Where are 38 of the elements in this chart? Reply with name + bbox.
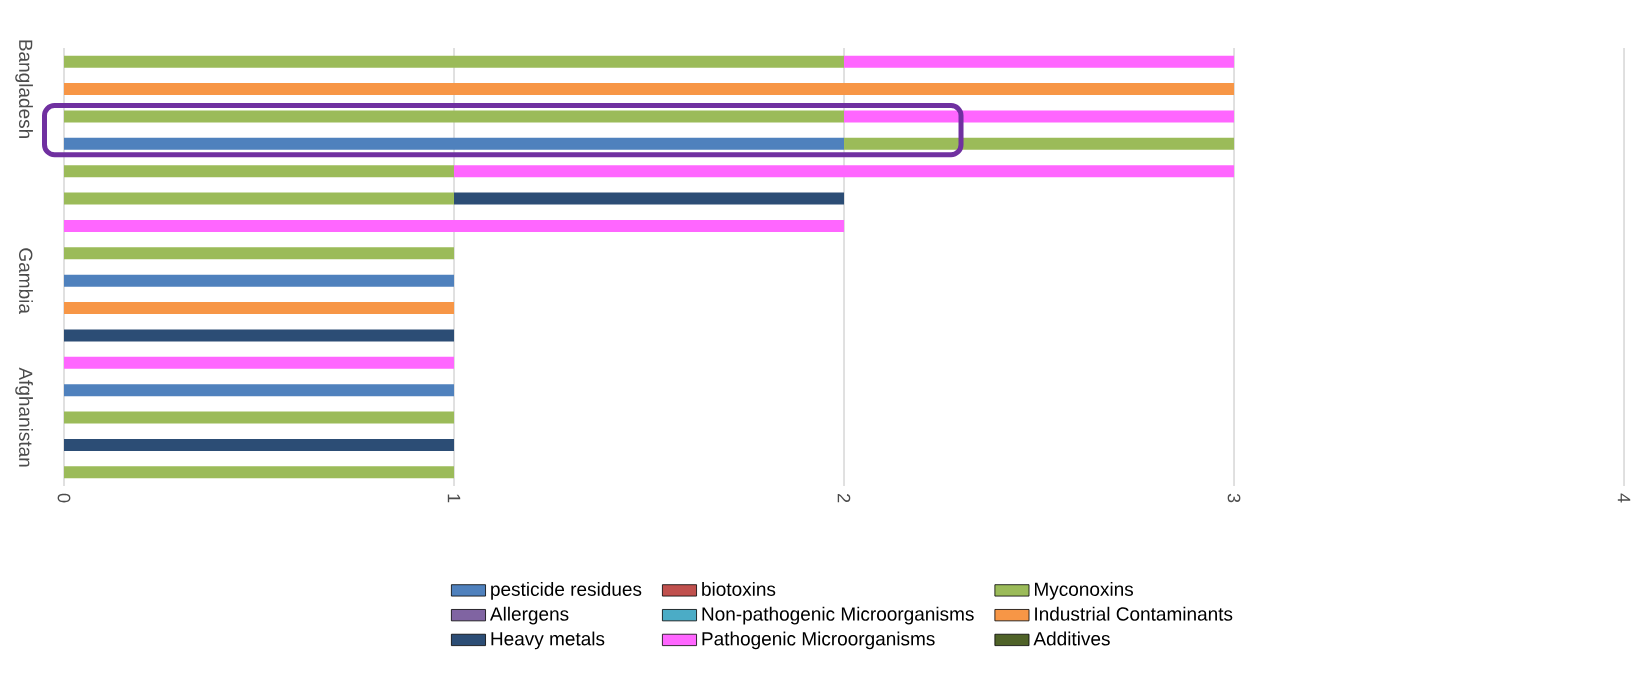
bar — [844, 110, 1235, 123]
x-tick-label: 4 — [1617, 493, 1631, 503]
bar — [64, 438, 455, 451]
bar — [64, 247, 455, 260]
bar — [454, 192, 845, 205]
bar — [454, 165, 1235, 178]
legend-label: Myconoxins — [1034, 582, 1134, 600]
y-tick-label: Bangladesh — [15, 40, 33, 138]
bar — [64, 137, 845, 150]
bar — [64, 384, 455, 397]
legend-label: Industrial Contaminants — [1035, 606, 1233, 621]
bar — [64, 356, 455, 369]
x-tick-label: 3 — [1227, 493, 1241, 503]
bar — [64, 55, 845, 68]
bar — [64, 411, 455, 424]
legend-label: Additives — [1033, 631, 1110, 646]
bar — [844, 137, 1235, 150]
legend-label: Pathogenic Microorganisms — [702, 631, 935, 650]
legend-label: Non-pathogenic Microorganisms — [702, 606, 974, 625]
bar — [64, 192, 455, 205]
legend-label: Allergens — [489, 606, 569, 625]
bar — [64, 165, 455, 178]
x-tick-label: 0 — [57, 493, 71, 503]
bar — [64, 466, 455, 479]
legend-label: Heavy metals — [491, 631, 605, 650]
bar — [64, 329, 455, 342]
legend-label: pesticide residues — [491, 582, 642, 600]
legend-label: biotoxins — [702, 582, 776, 596]
bar — [64, 110, 845, 123]
x-tick-label: 1 — [447, 494, 461, 503]
bar — [844, 55, 1235, 68]
bar — [64, 83, 1235, 96]
x-tick-label: 2 — [837, 493, 851, 503]
bar — [64, 302, 455, 315]
bar — [64, 274, 455, 287]
y-tick-label: Afghanistan — [15, 367, 33, 467]
y-tick-label: Gambia — [18, 248, 33, 314]
bar — [64, 219, 845, 232]
